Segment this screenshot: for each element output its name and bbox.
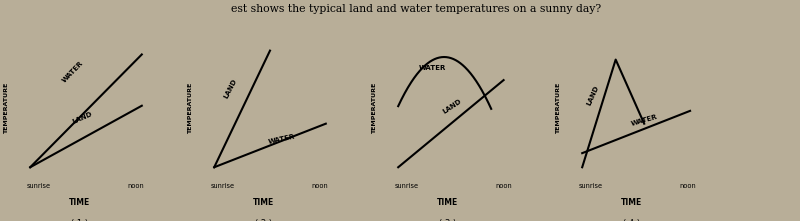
Text: sunrise: sunrise xyxy=(26,183,50,189)
Text: WATER: WATER xyxy=(630,114,658,127)
Text: LAND: LAND xyxy=(586,85,600,107)
Text: TEMPERATURE: TEMPERATURE xyxy=(556,83,561,134)
Text: noon: noon xyxy=(679,183,696,189)
Text: TIME: TIME xyxy=(69,198,90,207)
Text: sunrise: sunrise xyxy=(578,183,602,189)
Text: noon: noon xyxy=(311,183,328,189)
Text: WATER: WATER xyxy=(419,65,446,71)
Text: TIME: TIME xyxy=(621,198,642,207)
Text: TEMPERATURE: TEMPERATURE xyxy=(4,83,9,134)
Text: WATER: WATER xyxy=(267,134,295,145)
Text: LAND: LAND xyxy=(71,110,93,125)
Text: sunrise: sunrise xyxy=(210,183,234,189)
Text: ( 1 ): ( 1 ) xyxy=(71,219,88,221)
Text: ( 4 ): ( 4 ) xyxy=(623,219,640,221)
Text: noon: noon xyxy=(127,183,144,189)
Text: TEMPERATURE: TEMPERATURE xyxy=(188,83,193,134)
Text: LAND: LAND xyxy=(223,77,238,99)
Text: LAND: LAND xyxy=(442,97,462,114)
Text: ( 2 ): ( 2 ) xyxy=(255,219,272,221)
Text: TIME: TIME xyxy=(437,198,458,207)
Text: TIME: TIME xyxy=(253,198,274,207)
Text: TEMPERATURE: TEMPERATURE xyxy=(372,83,377,134)
Text: noon: noon xyxy=(495,183,512,189)
Text: sunrise: sunrise xyxy=(394,183,418,189)
Text: ( 3 ): ( 3 ) xyxy=(439,219,456,221)
Text: WATER: WATER xyxy=(61,60,85,84)
Text: est shows the typical land and water temperatures on a sunny day?: est shows the typical land and water tem… xyxy=(231,4,601,14)
